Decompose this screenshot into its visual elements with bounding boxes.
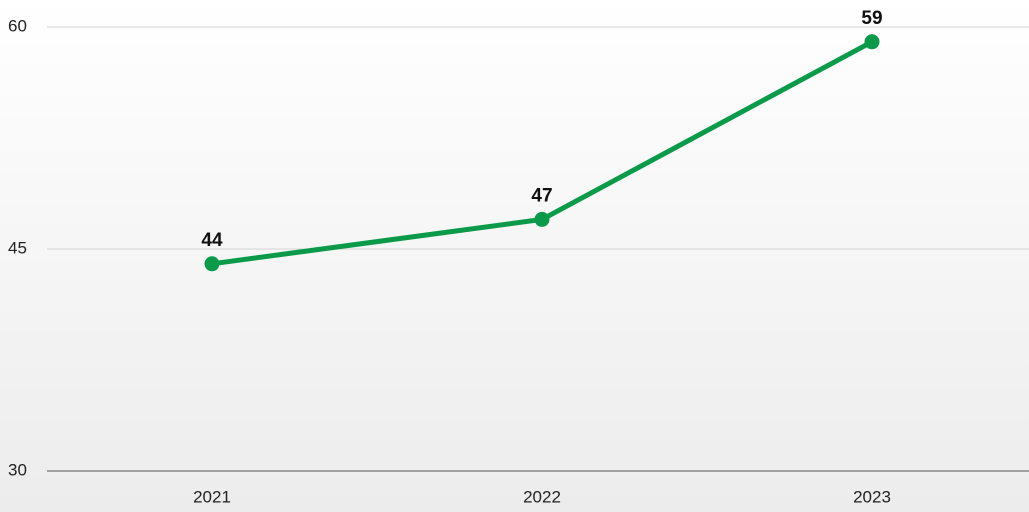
background bbox=[0, 0, 1029, 512]
y-tick-label: 30 bbox=[8, 460, 27, 479]
x-tick-label: 2022 bbox=[523, 487, 561, 506]
data-label: 47 bbox=[531, 185, 552, 206]
x-tick-label: 2021 bbox=[193, 487, 231, 506]
data-label: 59 bbox=[861, 8, 882, 29]
point bbox=[205, 256, 220, 271]
data-label: 44 bbox=[201, 230, 223, 251]
point bbox=[535, 212, 550, 227]
point bbox=[865, 34, 880, 49]
y-tick-label: 60 bbox=[8, 16, 27, 35]
y-tick-label: 45 bbox=[8, 238, 27, 257]
x-tick-label: 2023 bbox=[853, 487, 891, 506]
chart: 30 45 60 2021 2022 2023 44 47 59 bbox=[0, 0, 1029, 512]
page: {"chart_data": {"type": "line", "categor… bbox=[0, 0, 1029, 512]
